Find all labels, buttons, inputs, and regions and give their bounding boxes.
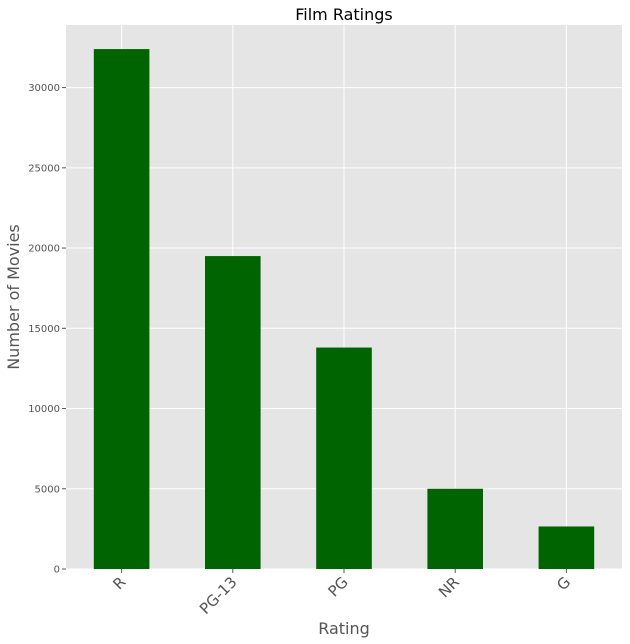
y-axis-label: Number of Movies [4,224,23,370]
y-tick-label: 25000 [28,163,60,174]
y-tick-label: 30000 [28,83,60,94]
chart-title: Film Ratings [295,5,393,24]
x-tick-label: PG-13 [196,573,241,618]
x-tick-label: NR [435,573,463,601]
x-axis-label: Rating [318,619,370,638]
y-tick-label: 20000 [28,244,60,255]
y-tick-label: 10000 [28,404,60,415]
bar-pg [316,347,372,569]
x-axis-ticks: R PG-13 PG NR G [109,569,574,618]
x-tick-label: G [553,573,574,594]
x-tick-label: R [109,573,129,593]
y-tick-label: 5000 [35,484,60,495]
x-tick-label: PG [324,573,351,600]
bar-nr [427,488,483,569]
bar-pg-13 [205,256,261,569]
bar-g [538,526,595,569]
y-tick-label: 0 [54,565,60,576]
bars [93,49,595,569]
bar-r [93,49,150,569]
y-tick-label: 15000 [28,324,60,335]
y-axis-ticks: 0 5000 10000 15000 20000 25000 30000 [28,83,66,576]
